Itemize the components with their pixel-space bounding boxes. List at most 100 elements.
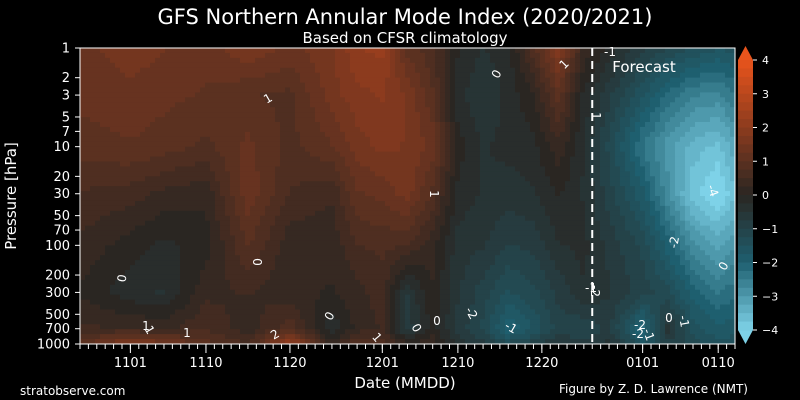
heat-cell: [340, 67, 346, 74]
heat-cell: [440, 210, 446, 217]
heat-cell: [235, 294, 241, 301]
heat-cell: [395, 260, 401, 266]
heat-cell: [180, 72, 186, 79]
heat-cell: [490, 117, 496, 123]
heat-cell: [185, 176, 191, 182]
heat-cell: [415, 72, 421, 79]
heat-cell: [215, 52, 221, 59]
heat-cell: [195, 319, 201, 325]
heat-cell: [115, 329, 121, 335]
heat-cell: [340, 260, 346, 266]
heat-cell: [445, 245, 451, 251]
heat-cell: [430, 329, 436, 335]
heat-cell: [275, 274, 281, 281]
heat-cell: [420, 230, 426, 237]
heat-cell: [445, 117, 451, 123]
heat-cell: [385, 284, 391, 291]
heat-cell: [150, 67, 156, 74]
heat-cell: [200, 210, 206, 217]
heat-cell: [120, 122, 126, 128]
heat-cell: [205, 319, 211, 325]
heat-cell: [225, 240, 231, 246]
heat-cell: [305, 324, 311, 330]
heat-cell: [285, 210, 291, 217]
heat-cell: [195, 117, 201, 123]
heat-cell: [435, 210, 441, 217]
heat-cell: [490, 324, 496, 330]
heat-cell: [175, 334, 181, 340]
heat-cell: [235, 274, 241, 281]
heat-cell: [365, 141, 371, 148]
heat-cell: [80, 72, 86, 79]
heat-cell: [425, 92, 431, 98]
heat-cell: [440, 339, 446, 344]
heat-cell: [335, 289, 341, 296]
heat-cell: [365, 97, 371, 103]
heat-cell: [85, 284, 91, 291]
heat-cell: [450, 245, 456, 251]
heat-cell: [115, 186, 121, 192]
heat-cell: [220, 72, 226, 79]
heat-cell: [170, 52, 176, 59]
heat-cell: [335, 334, 341, 340]
heat-cell: [230, 102, 236, 108]
heat-cell: [470, 52, 476, 59]
heat-cell: [150, 161, 156, 167]
heat-cell: [105, 57, 111, 64]
heat-cell: [320, 279, 326, 286]
heat-cell: [350, 210, 356, 217]
heat-cell: [355, 146, 361, 153]
heat-cell: [155, 289, 161, 296]
heat-cell: [310, 235, 316, 241]
heat-cell: [160, 284, 166, 291]
heat-cell: [95, 87, 101, 93]
heat-cell: [370, 117, 376, 123]
heat-cell: [210, 230, 216, 237]
heat-cell: [415, 205, 421, 212]
heat-cell: [400, 279, 406, 286]
heat-cell: [250, 230, 256, 237]
heat-cell: [485, 112, 491, 118]
heat-cell: [480, 225, 486, 232]
heat-cell: [345, 186, 351, 192]
heat-cell: [185, 274, 191, 281]
heat-cell: [170, 274, 176, 281]
heat-cell: [285, 181, 291, 187]
heat-cell: [165, 299, 171, 306]
heat-cell: [410, 274, 416, 281]
heat-cell: [490, 92, 496, 98]
heat-cell: [120, 294, 126, 301]
heat-cell: [365, 309, 371, 315]
heat-cell: [315, 205, 321, 212]
heat-cell: [205, 279, 211, 286]
heat-cell: [460, 92, 466, 98]
heat-cell: [270, 200, 276, 207]
heat-cell: [255, 245, 261, 251]
heat-cell: [180, 151, 186, 158]
heat-cell: [460, 112, 466, 118]
heat-cell: [290, 339, 296, 344]
heat-cell: [155, 72, 161, 79]
heat-cell: [380, 319, 386, 325]
heat-cell: [490, 220, 496, 227]
heat-cell: [445, 136, 451, 143]
heat-cell: [80, 191, 86, 197]
heat-cell: [205, 314, 211, 320]
heat-cell: [170, 324, 176, 330]
heat-cell: [160, 334, 166, 340]
heat-cell: [285, 77, 291, 84]
heat-cell: [180, 87, 186, 93]
heat-cell: [130, 151, 136, 158]
heat-cell: [240, 250, 246, 256]
heat-cell: [120, 171, 126, 177]
heat-cell: [440, 131, 446, 138]
heat-cell: [415, 126, 421, 133]
heat-cell: [320, 62, 326, 69]
heat-cell: [110, 230, 116, 237]
heat-cell: [445, 230, 451, 237]
heat-cell: [390, 126, 396, 133]
heat-cell: [205, 141, 211, 148]
heat-cell: [105, 329, 111, 335]
heat-cell: [225, 191, 231, 197]
heat-cell: [85, 166, 91, 172]
